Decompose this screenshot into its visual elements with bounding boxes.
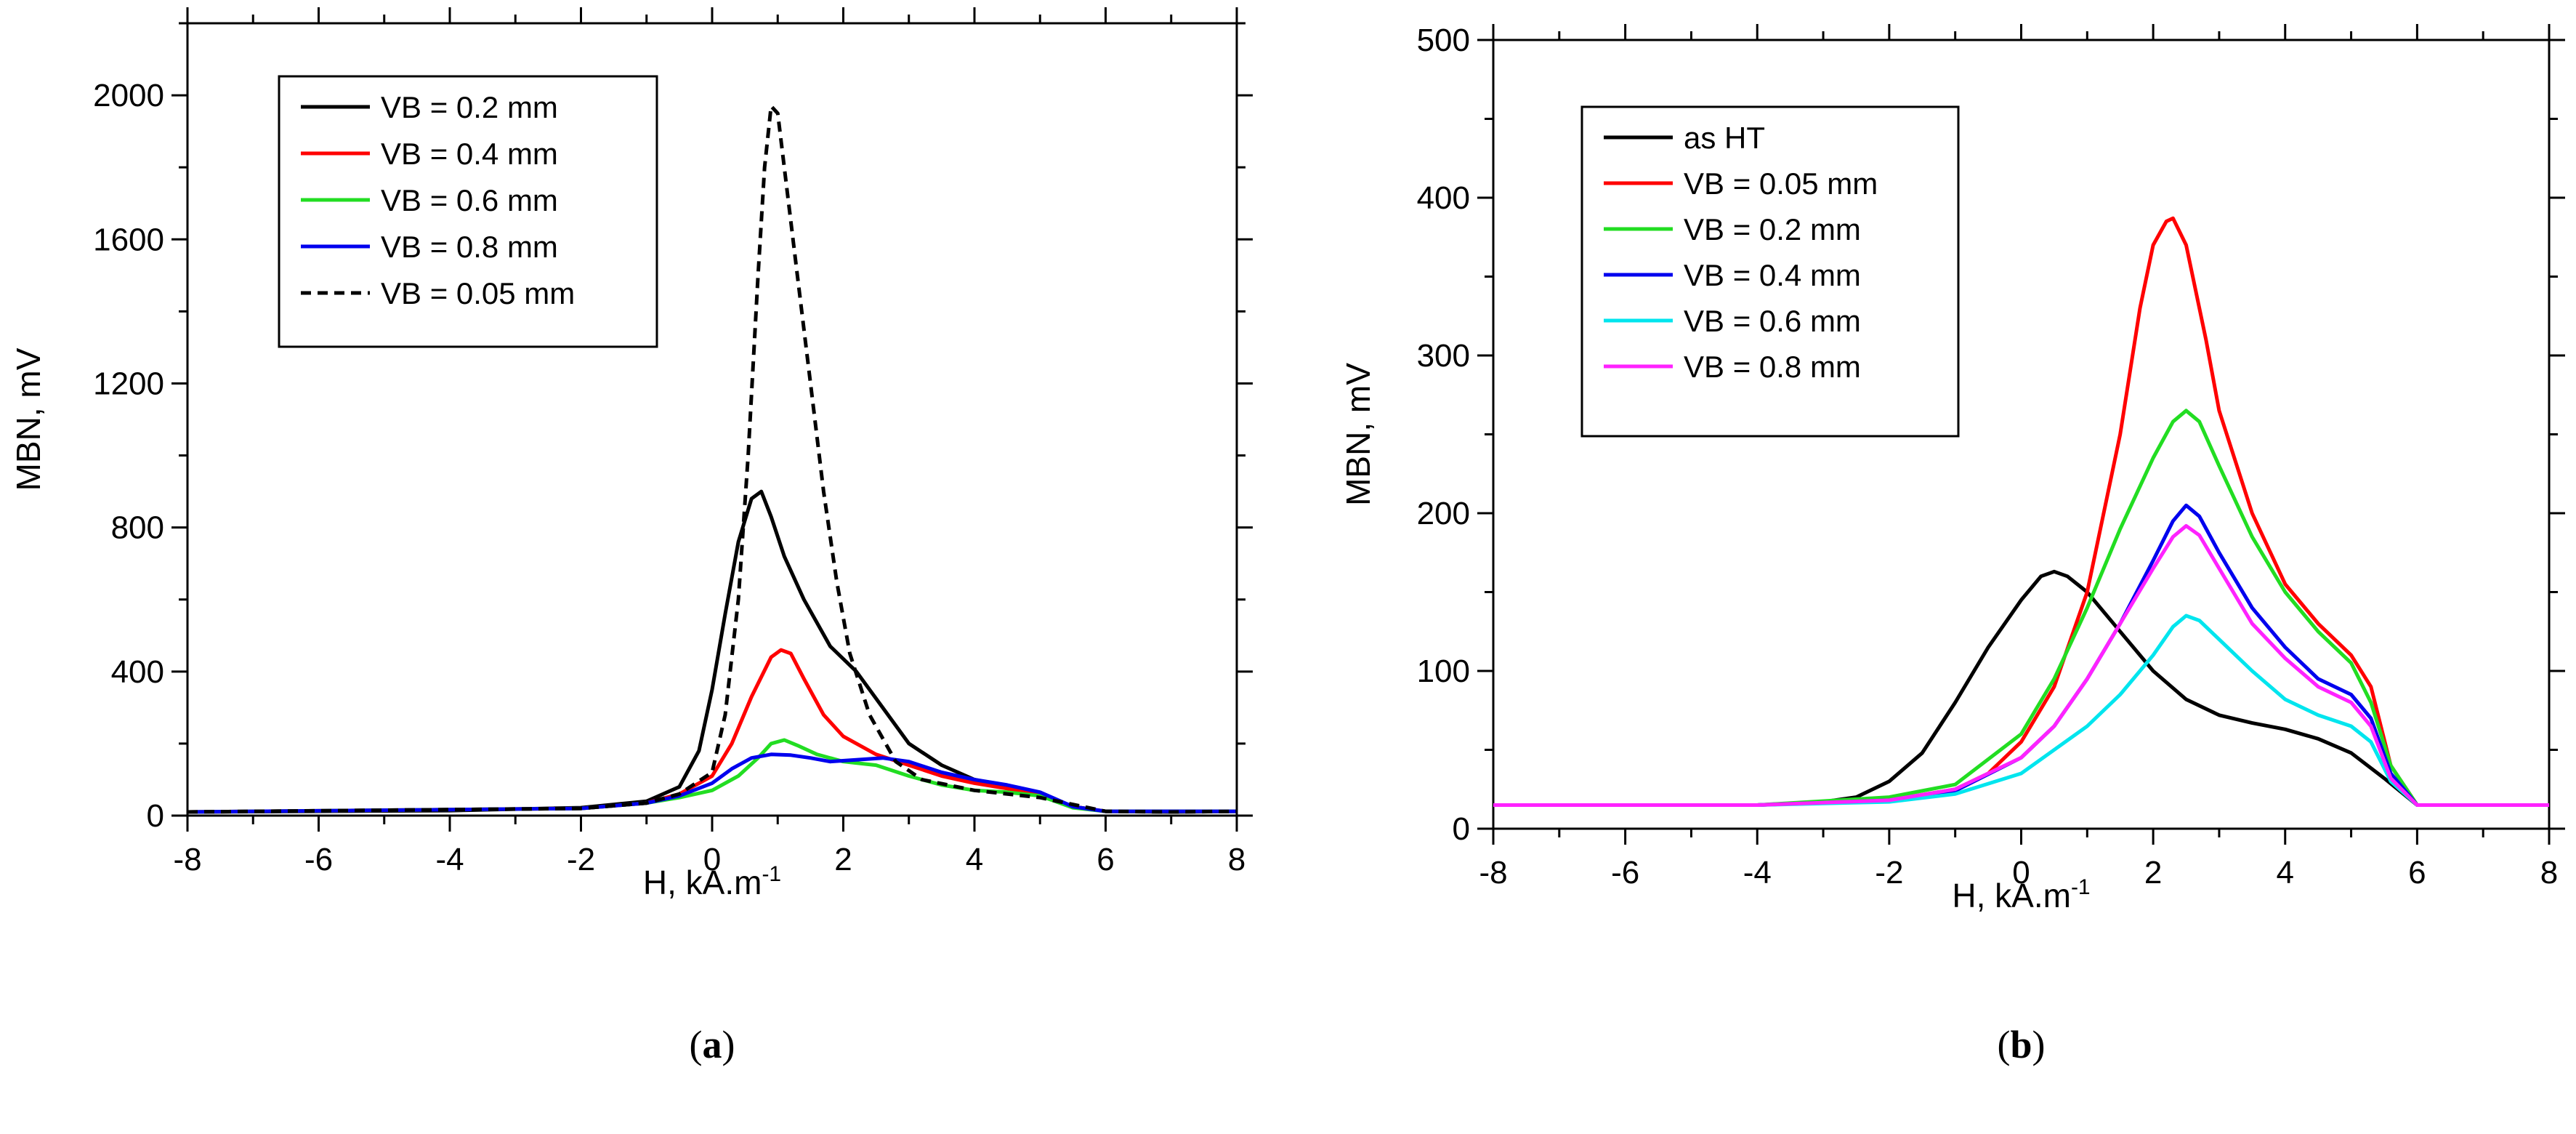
panel-b-legend-label-3: VB = 0.2 mm [1684,212,1861,246]
panel-b-y-axis-title: MBN, mV [1339,363,1377,506]
panel-a-y-tick-label: 400 [111,654,164,690]
panel-a-x-tick-label: 6 [1097,842,1114,877]
panel-a-series-line-4 [187,752,1237,814]
panel-a-legend-label-5: VB = 0.05 mm [381,276,575,310]
panel-b-legend-label-5: VB = 0.6 mm [1684,304,1861,338]
panel-b-x-tick-label: -8 [1479,855,1507,890]
panel-b-y-tick-label: 500 [1417,23,1470,58]
panel-a-legend-label-4: VB = 0.8 mm [381,230,558,264]
panel-a-legend-box [278,75,658,348]
panel-b-legend-label-6: VB = 0.8 mm [1684,350,1861,384]
panel-a-caption-letter: a [703,1023,722,1066]
panel-b-x-tick-label: 2 [2144,855,2162,890]
panel-a-series-line-2 [187,648,1237,814]
panel-a-series-line-5 [187,104,1237,814]
panel-b-legend-label-2: VB = 0.05 mm [1684,166,1878,201]
panel-b-x-axis-title: H, kA.m-1 [1952,875,2090,914]
panel-b-y-tick-label: 100 [1417,654,1470,689]
panel-b-caption: (b) [1997,1023,2045,1066]
panel-a-y-tick-label: 1600 [93,222,164,257]
panel-b-series-line-1 [1493,569,2549,807]
panel-a-y-tick-label: 1200 [93,366,164,401]
panel-a-y-tick-label: 0 [147,798,164,834]
panel-b-chart: -8 -6 -4 -2 0 2 4 6 8 0 100 200 300 400 500 MBN, mV H, k… [1339,23,2565,1066]
panel-a-x-tick-label: -6 [304,842,333,877]
panel-a-x-axis-title-main: H, kA.m [643,864,762,901]
panel-a-x-tick-label: -4 [435,842,464,877]
panel-a-x-tick-label: 8 [1228,842,1245,877]
panel-a-caption-open: ( [690,1023,703,1066]
panel-a-x-axis-title: H, kA.m-1 [643,862,781,901]
panel-b-legend-label-4: VB = 0.4 mm [1684,258,1861,292]
panel-b-series-line-3 [1493,409,2549,807]
panel-b-x-tick-label: 4 [2277,855,2294,890]
panel-b-x-tick-label: 6 [2408,855,2426,890]
panel-b-y-tick-label: 200 [1417,496,1470,531]
panel-b-x-tick-label: -6 [1611,855,1639,890]
panel-b-series-line-5 [1493,614,2549,807]
panel-a-x-tick-label: 4 [966,842,983,877]
panel-b-x-tick-label: 8 [2540,855,2558,890]
panel-b-x-tick-label: -4 [1743,855,1772,890]
panel-b-series-line-6 [1493,523,2549,807]
panel-a-legend-label-1: VB = 0.2 mm [381,90,558,124]
panel-b-legend-box [1580,105,1960,438]
panel-a-x-tick-label: -8 [173,842,201,877]
panel-b-caption-open: ( [1997,1023,2010,1066]
panel-a-legend-label-2: VB = 0.4 mm [381,137,558,171]
panel-a-y-axis-title: MBN, mV [9,347,47,491]
panel-a-series-line-1 [187,489,1237,814]
panel-a-x-tick-label: 0 [703,842,721,877]
panel-b-y-tick-label: 400 [1417,180,1470,216]
panel-b-y-tick-label: 0 [1453,811,1470,847]
panel-a-y-tick-label: 2000 [93,78,164,113]
panel-b-x-tick-label: 0 [2012,855,2030,890]
panel-a-chart: -8 -6 -4 -2 0 2 4 6 8 0 400 800 1200 1600 2000 MBN, mV H… [9,7,1253,1066]
panel-a-caption-close: ) [722,1023,735,1066]
panel-b-caption-close: ) [2032,1023,2046,1066]
panel-a-caption: (a) [690,1023,735,1066]
panel-b-x-tick-label: -2 [1875,855,1903,890]
panel-a-x-tick-label: 2 [834,842,852,877]
panel-b-legend-label-1: as HT [1684,121,1765,155]
panel-b-y-tick-label: 300 [1417,338,1470,374]
panel-a-y-tick-label: 800 [111,510,164,546]
panel-b-x-axis-title-main: H, kA.m [1952,877,2071,914]
panel-a-x-tick-label: -2 [567,842,595,877]
panel-b-caption-letter: b [2010,1023,2032,1066]
panel-a-legend-label-3: VB = 0.6 mm [381,183,558,217]
panel-a-x-axis-title-superscript: -1 [762,862,781,886]
panel-b-x-axis-title-superscript: -1 [2071,875,2091,899]
